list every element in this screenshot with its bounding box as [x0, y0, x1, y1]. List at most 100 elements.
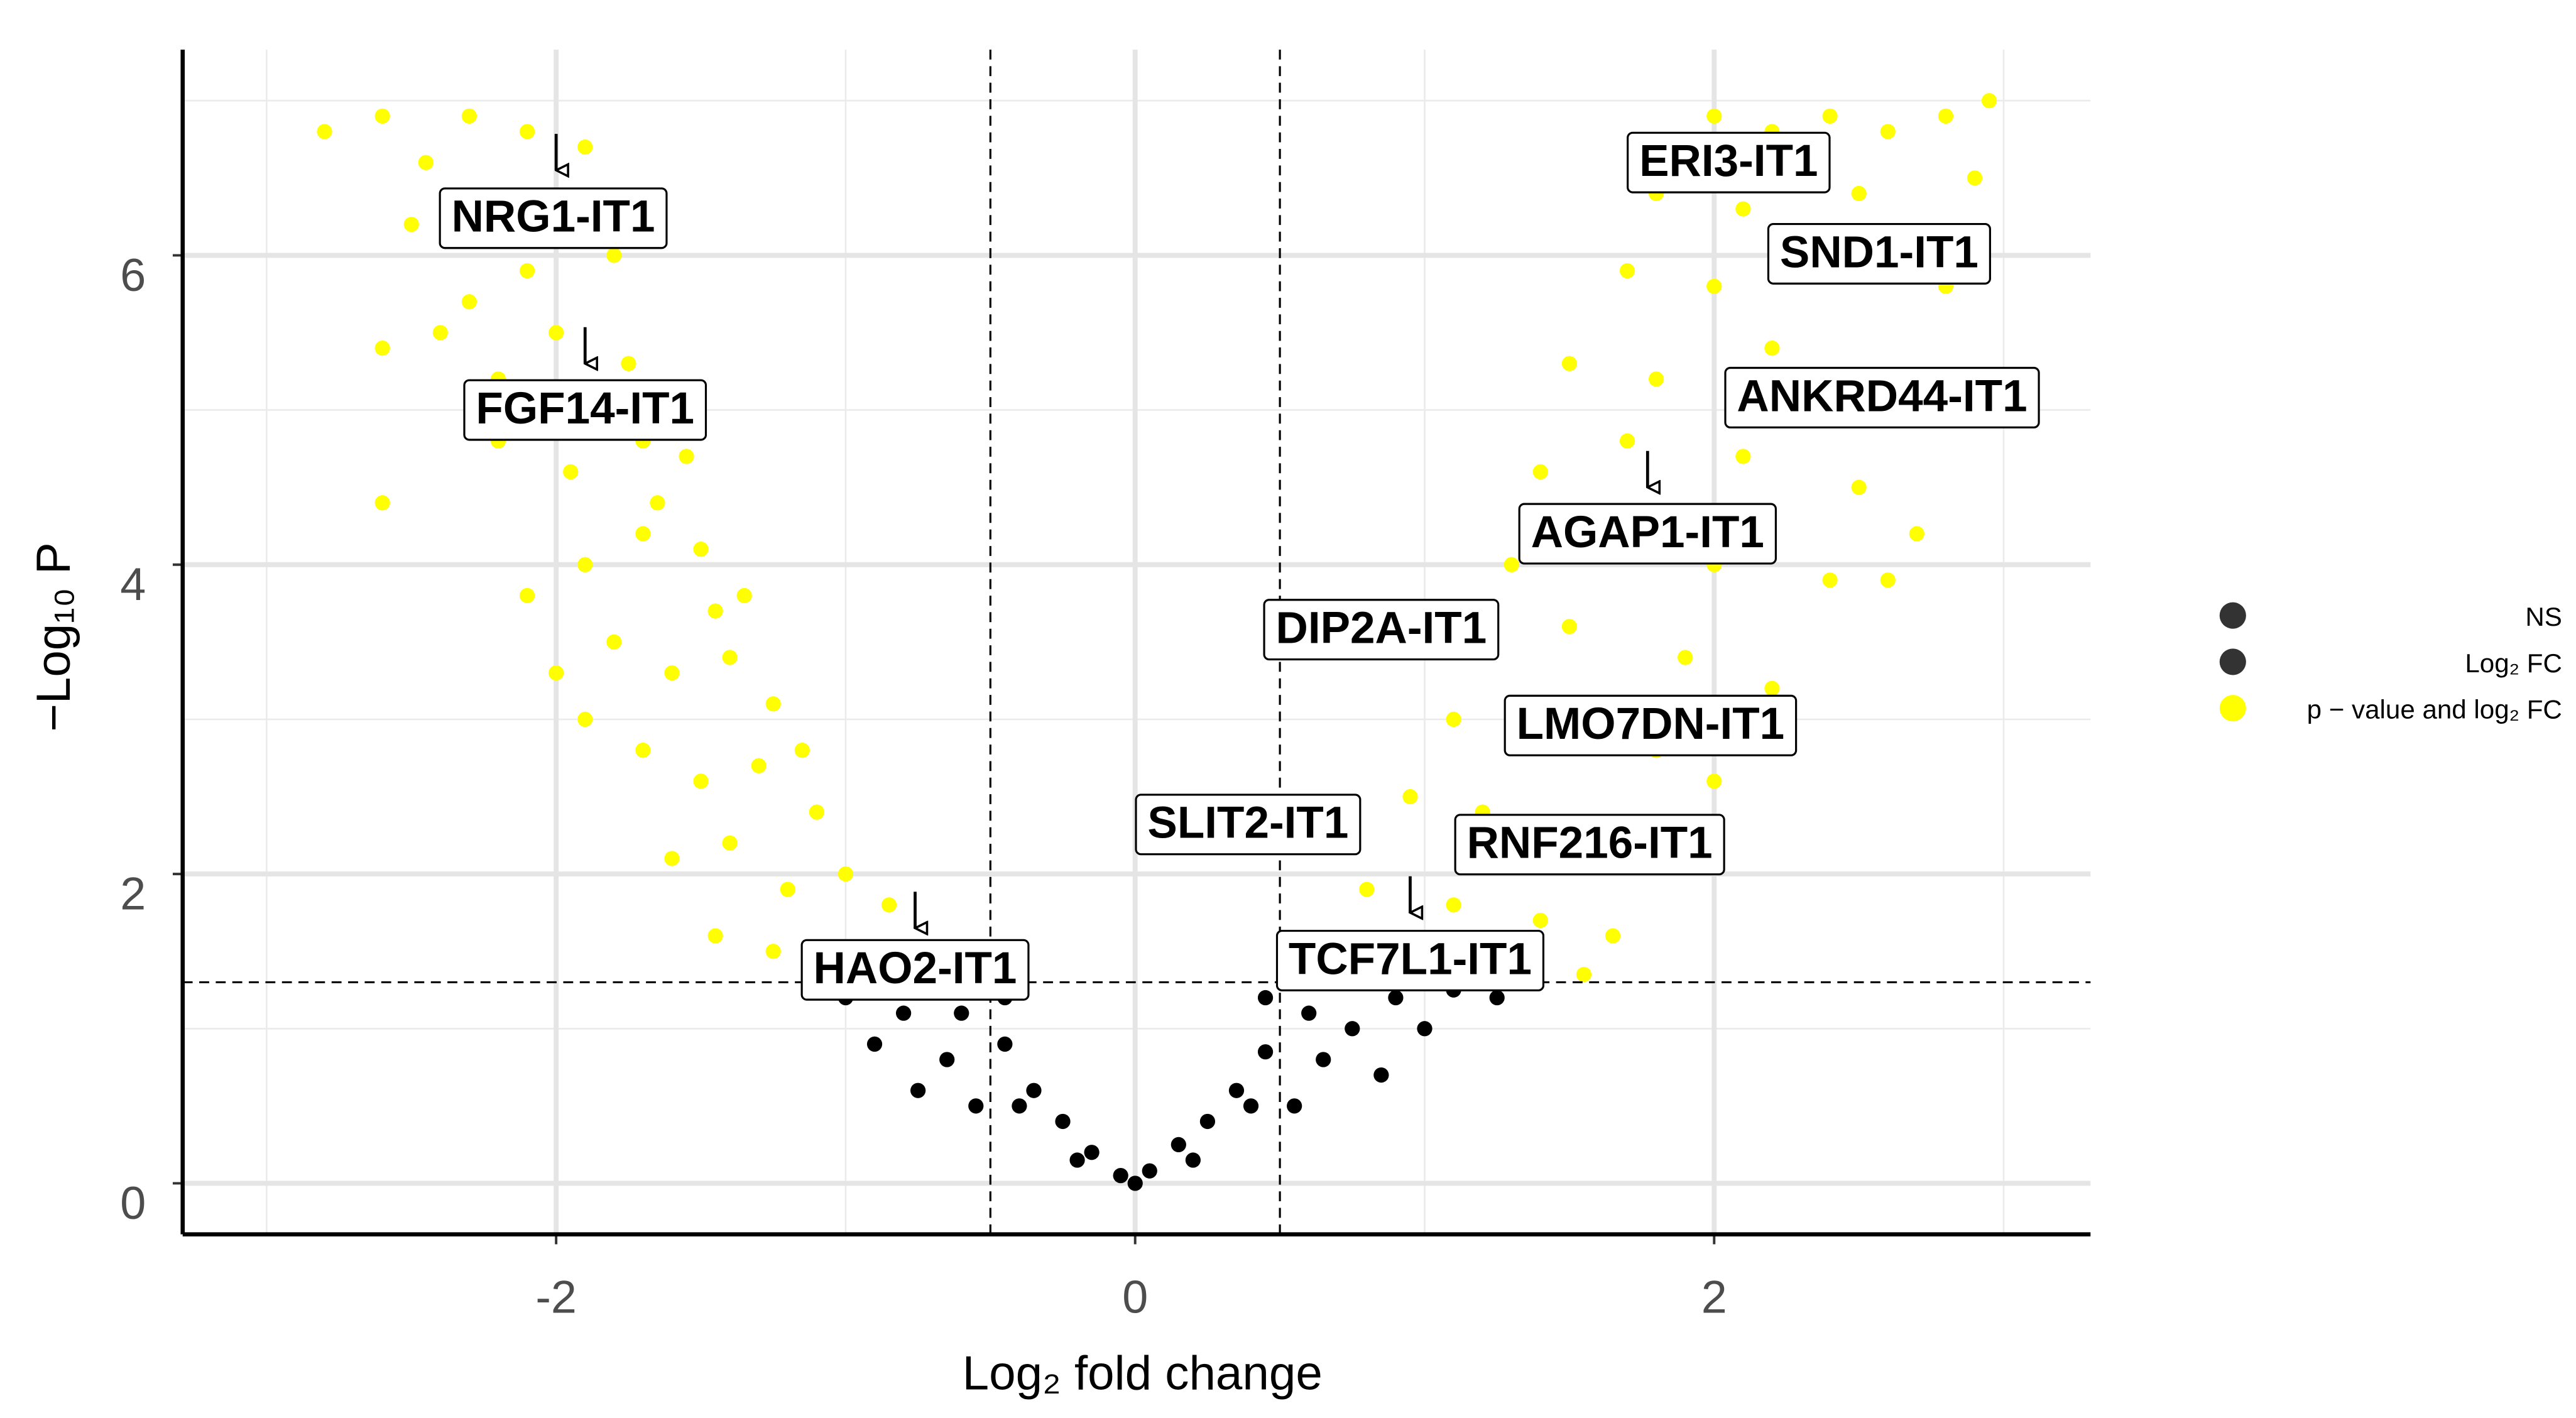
y-tick-label: 4 [120, 558, 146, 610]
point [1171, 1137, 1186, 1153]
point [548, 665, 564, 681]
annotation-box [1504, 694, 1798, 756]
point [1489, 990, 1505, 1006]
point [1822, 108, 1838, 124]
point [317, 124, 332, 139]
point [1619, 433, 1635, 449]
annotation-label: FGF14-IT1 [476, 384, 694, 434]
legend-label: p − value and log₂ FC [2307, 695, 2562, 724]
y-tick-label: 6 [120, 249, 146, 301]
point [838, 866, 854, 882]
point [1576, 966, 1592, 983]
point [1446, 711, 1461, 728]
point [794, 743, 810, 758]
point [1967, 170, 1983, 186]
annotation-box [463, 379, 707, 441]
point [432, 325, 448, 341]
point [1055, 1113, 1071, 1130]
point [809, 804, 824, 820]
x-tick-label: 0 [1122, 1270, 1148, 1323]
point [1764, 341, 1780, 356]
annotation-box [1724, 366, 2040, 428]
annotation-label: SND1-IT1 [1780, 227, 1978, 277]
annotation-label: SLIT2-IT1 [1147, 799, 1348, 848]
point [1185, 1152, 1201, 1168]
point [1706, 278, 1722, 294]
x-tick-label: -2 [535, 1270, 577, 1323]
point [1199, 1113, 1216, 1130]
y-axis-label: −Log₁₀ P [27, 542, 80, 732]
point [1345, 1021, 1360, 1037]
annotation-box [1454, 814, 1725, 876]
point [722, 650, 738, 665]
point [374, 495, 390, 511]
point [1113, 1168, 1128, 1184]
point [1561, 619, 1578, 635]
point [1504, 557, 1519, 572]
y-tick-label: 0 [120, 1177, 146, 1229]
point [707, 603, 723, 619]
point [1605, 928, 1621, 944]
point [664, 851, 680, 866]
annotation-label: ERI3-IT1 [1639, 136, 1818, 186]
point [751, 758, 767, 773]
point [693, 542, 709, 557]
point [1619, 263, 1635, 279]
point [1735, 201, 1751, 217]
point [621, 356, 636, 371]
point [1880, 124, 1896, 139]
annotation-box [800, 939, 1030, 1001]
legend-label: NS [2525, 602, 2562, 631]
point [1532, 912, 1548, 929]
point [1301, 1005, 1317, 1021]
annotation-label: NRG1-IT1 [452, 192, 655, 242]
point [1706, 773, 1722, 789]
point [1735, 449, 1751, 464]
point [418, 155, 434, 170]
point [954, 1005, 969, 1021]
point [461, 294, 478, 310]
point [1287, 1098, 1302, 1114]
point [1243, 1098, 1259, 1114]
point [519, 124, 535, 139]
annotation-label: DIP2A-IT1 [1275, 604, 1487, 653]
point [374, 108, 390, 124]
annotation-box [1627, 131, 1831, 194]
point [679, 449, 694, 464]
point [403, 217, 419, 232]
point [1257, 1044, 1274, 1060]
reference-lines [182, 50, 2091, 1235]
point [910, 1083, 926, 1098]
point [1012, 1098, 1027, 1114]
point [519, 587, 535, 604]
point [895, 1005, 912, 1021]
point [1981, 93, 1997, 109]
legend-swatch [2219, 602, 2246, 629]
point [968, 1098, 984, 1114]
annotation-box [1518, 503, 1777, 565]
point [693, 773, 709, 789]
annotation-box [1135, 794, 1362, 856]
legend-swatch [2219, 648, 2246, 675]
point [997, 1036, 1013, 1052]
point [635, 743, 651, 758]
point [1532, 464, 1548, 480]
point [1417, 1021, 1433, 1037]
point [1402, 788, 1418, 805]
annotations: NRG1-IT1 FGF14-IT1 HAO2-IT1 ERI3-IT1 SND1-IT… [439, 131, 2040, 1001]
point [1446, 897, 1461, 913]
legend-swatch [2219, 695, 2246, 722]
annotation-label: ANKRD44-IT1 [1737, 371, 2027, 421]
point [1851, 185, 1867, 202]
point [664, 665, 680, 681]
annotation-box [439, 187, 668, 249]
point [1142, 1163, 1157, 1179]
point [1706, 108, 1722, 124]
point [1649, 371, 1664, 387]
point [1084, 1145, 1100, 1160]
point [606, 634, 622, 650]
point [1026, 1083, 1042, 1098]
point [1880, 572, 1896, 588]
point [563, 464, 579, 480]
point [1764, 680, 1780, 696]
